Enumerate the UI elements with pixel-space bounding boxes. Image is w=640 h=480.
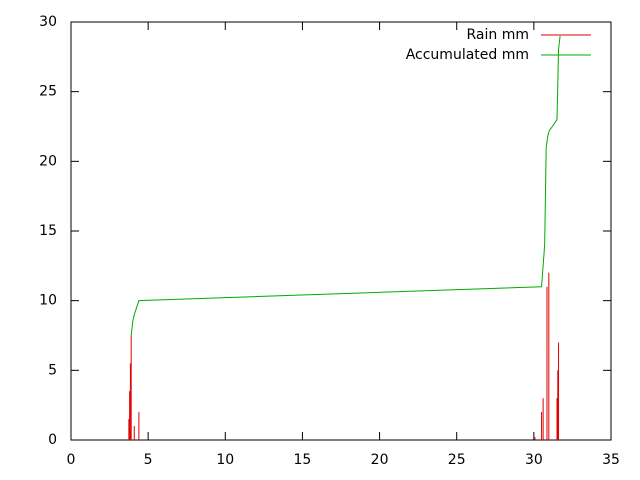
y-tick-label: 20 [39, 153, 57, 169]
y-tick-label: 10 [39, 293, 57, 309]
x-tick-label: 30 [525, 452, 543, 468]
y-tick-label: 15 [39, 223, 57, 239]
y-tick-label: 30 [39, 14, 57, 30]
x-tick-label: 25 [448, 452, 466, 468]
x-tick-label: 5 [144, 452, 153, 468]
x-tick-label: 35 [602, 452, 620, 468]
legend-label: Rain mm [467, 27, 530, 43]
plot-frame [70, 21, 612, 441]
y-tick-label: 25 [39, 84, 57, 100]
legend-label: Accumulated mm [406, 47, 529, 63]
x-tick-label: 20 [371, 452, 389, 468]
y-tick-label: 5 [48, 362, 57, 378]
x-tick-label: 15 [294, 452, 312, 468]
y-tick-label: 0 [48, 432, 57, 448]
x-tick-label: 10 [216, 452, 234, 468]
line [130, 35, 561, 336]
x-tick-label: 0 [67, 452, 76, 468]
